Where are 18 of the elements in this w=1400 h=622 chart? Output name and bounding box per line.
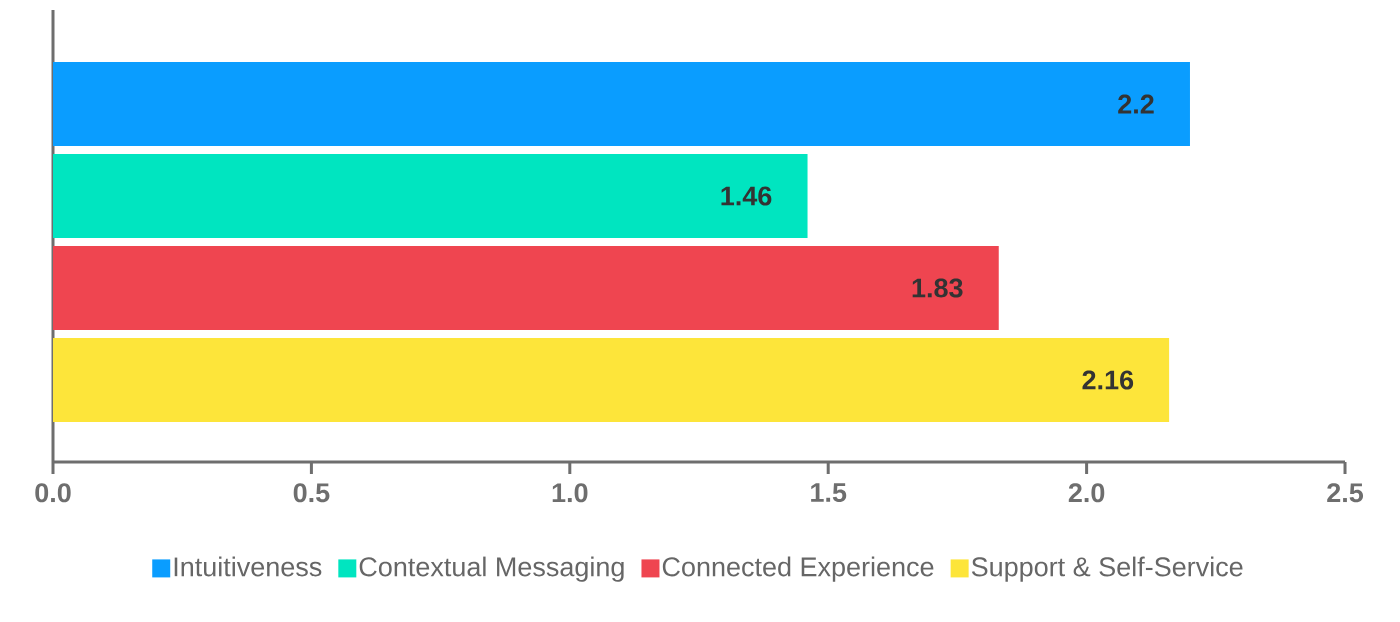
bar bbox=[53, 246, 999, 330]
x-tick-label: 2.0 bbox=[1068, 483, 1105, 503]
x-tick-label: 2.5 bbox=[1327, 483, 1364, 503]
data-label: 1.83 bbox=[912, 278, 963, 298]
bar bbox=[53, 338, 1170, 422]
legend-label: Support & Self-Service bbox=[971, 556, 1243, 582]
legend-label: Contextual Messaging bbox=[359, 556, 624, 582]
legend-label: Connected Experience bbox=[662, 556, 934, 582]
bar bbox=[53, 154, 808, 238]
x-tick-label: 1.5 bbox=[811, 483, 847, 503]
legend-label: Intuitiveness bbox=[174, 556, 322, 577]
x-tick-label: 0.0 bbox=[35, 483, 71, 503]
x-tick-label: 1.0 bbox=[552, 483, 588, 503]
data-label: 2.16 bbox=[1082, 370, 1134, 390]
x-tick-label: 0.5 bbox=[293, 483, 330, 503]
data-label: 2.2 bbox=[1118, 94, 1154, 114]
bar bbox=[53, 62, 1190, 146]
data-label: 1.46 bbox=[721, 186, 772, 206]
